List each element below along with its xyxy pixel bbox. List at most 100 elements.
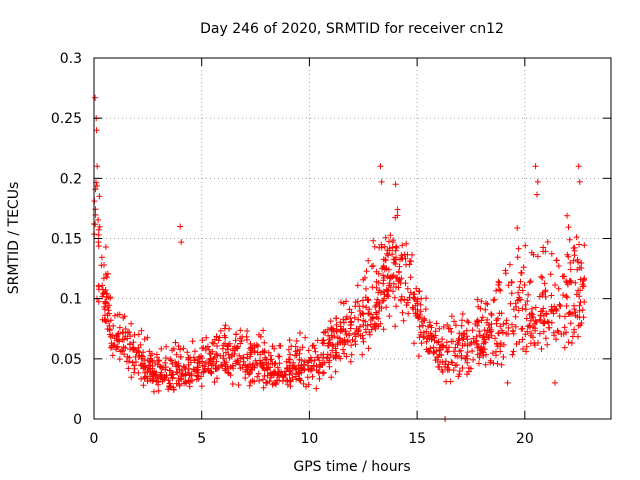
data-point [451, 348, 457, 355]
data-point [229, 381, 236, 387]
data-point [276, 342, 283, 349]
data-point [540, 320, 547, 327]
data-point [416, 288, 422, 295]
data-point [406, 261, 413, 268]
data-point [519, 336, 526, 343]
data-point [391, 294, 398, 301]
data-point [417, 331, 424, 338]
data-point [276, 372, 282, 379]
data-point [127, 340, 133, 347]
data-point [224, 369, 231, 376]
data-point [393, 243, 399, 250]
data-point [555, 285, 562, 292]
data-point [285, 346, 292, 353]
data-point [269, 381, 276, 388]
data-point [333, 321, 340, 328]
data-point [174, 369, 181, 376]
data-point [354, 298, 361, 305]
data-point [232, 358, 239, 365]
data-point [505, 331, 512, 337]
data-point [244, 355, 251, 362]
data-point [405, 310, 412, 317]
data-point [553, 336, 559, 343]
data-point [519, 305, 526, 312]
data-point [260, 364, 267, 371]
data-point [438, 341, 444, 348]
data-point [360, 303, 366, 310]
data-point [124, 353, 131, 360]
data-point [296, 350, 303, 357]
data-point [464, 349, 471, 356]
data-point [92, 186, 99, 193]
data-point [365, 297, 372, 304]
data-point [104, 326, 111, 332]
data-point [103, 274, 110, 281]
data-point [414, 306, 421, 313]
data-point [211, 379, 218, 386]
y-tick-label: 0.2 [60, 171, 82, 187]
data-point [560, 330, 567, 337]
data-point [444, 348, 451, 355]
data-point [325, 340, 332, 347]
data-point [381, 266, 388, 273]
data-point [305, 347, 312, 354]
data-point [389, 251, 396, 258]
data-point [445, 325, 452, 332]
data-point [170, 345, 177, 352]
data-point [401, 251, 408, 258]
data-point [418, 318, 425, 325]
data-point [324, 342, 331, 349]
data-point [524, 298, 531, 304]
data-point [575, 163, 582, 170]
data-point [142, 364, 149, 371]
data-point [563, 293, 570, 300]
data-point [577, 299, 584, 306]
data-point [92, 206, 99, 213]
data-point [95, 243, 102, 250]
data-point [317, 361, 324, 368]
data-point [383, 304, 390, 311]
grid-lines [94, 58, 611, 419]
data-point [121, 313, 128, 320]
data-point [110, 341, 117, 348]
data-point [181, 380, 188, 387]
data-point [416, 312, 423, 318]
data-point [534, 178, 541, 185]
data-point [495, 330, 502, 337]
data-point [533, 319, 540, 326]
data-point [510, 348, 517, 355]
data-point [251, 342, 258, 349]
data-point [174, 363, 181, 370]
data-point [532, 163, 539, 170]
data-point [347, 325, 354, 332]
data-point [378, 178, 385, 185]
data-point [378, 244, 385, 251]
data-point [338, 299, 344, 306]
data-point [380, 275, 387, 281]
data-point [221, 332, 228, 339]
data-point [398, 293, 405, 300]
data-point [475, 360, 482, 367]
data-point [318, 351, 325, 358]
data-point [142, 373, 149, 380]
data-point [260, 376, 266, 383]
data-point [149, 358, 156, 365]
data-point [528, 310, 535, 317]
data-point [337, 319, 344, 326]
data-point [430, 344, 437, 351]
data-point [476, 347, 483, 354]
data-point [129, 346, 136, 353]
data-point [485, 322, 492, 329]
data-point [492, 335, 498, 342]
data-point [297, 377, 304, 384]
data-point [395, 284, 402, 291]
data-point [517, 278, 524, 285]
data-point [444, 367, 451, 374]
data-point [482, 339, 489, 346]
data-point [381, 291, 388, 298]
data-point [479, 334, 486, 341]
data-point [342, 328, 349, 335]
data-point [347, 358, 354, 365]
data-point [178, 367, 185, 374]
data-point [320, 337, 327, 344]
